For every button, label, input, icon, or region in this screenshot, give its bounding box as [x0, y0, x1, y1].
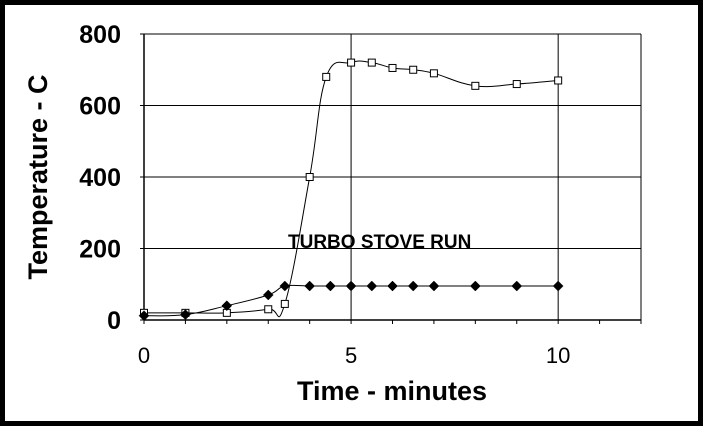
- series-2-point: [279, 280, 291, 292]
- series-2-point: [407, 280, 419, 292]
- y-tick-label: 400: [79, 164, 121, 192]
- chart-annotation: TURBO STOVE RUN: [288, 232, 471, 253]
- series-2-point: [221, 300, 233, 312]
- y-tick-label: 600: [79, 93, 121, 121]
- series-group: [138, 58, 564, 322]
- x-tick-label: 0: [138, 343, 150, 368]
- x-axis-ticks: 0 5 10: [138, 320, 642, 368]
- series-2-point: [428, 280, 440, 292]
- series-1-point: [347, 58, 356, 67]
- series-1-line: [144, 60, 559, 318]
- y-tick-label: 200: [79, 236, 121, 264]
- series-2-point: [262, 289, 274, 301]
- series-1-point: [305, 173, 314, 181]
- series-1-point: [322, 72, 331, 81]
- series-2-point: [366, 280, 378, 292]
- y-tick-label: 0: [107, 307, 121, 335]
- series-1-point: [429, 69, 438, 78]
- series-2-point: [511, 280, 523, 292]
- series-1-point: [367, 58, 376, 67]
- x-axis-label: Time - minutes: [297, 376, 487, 406]
- series-1-point: [554, 76, 563, 85]
- series-2-point: [138, 310, 150, 322]
- series-2-point: [180, 309, 191, 320]
- series-1-point: [512, 80, 521, 89]
- x-tick-label: 10: [546, 343, 570, 368]
- series-1-point: [280, 299, 289, 308]
- series-2-point: [552, 280, 564, 292]
- series-1-point: [409, 65, 418, 74]
- series-1-point: [264, 305, 273, 314]
- y-axis-ticks: 0 200 400 600 800: [79, 21, 144, 335]
- grid-lines: [143, 33, 642, 321]
- series-2-point: [304, 280, 316, 292]
- series-2-point: [387, 280, 398, 292]
- x-tick-label: 5: [345, 343, 357, 368]
- series-2-point: [469, 280, 481, 292]
- series-1-point: [471, 81, 480, 90]
- series-2-point: [325, 280, 336, 292]
- y-tick-label: 800: [79, 21, 121, 49]
- series-2-point: [345, 280, 357, 292]
- series-1-point: [388, 63, 397, 72]
- y-axis-label: Temperature - C: [23, 74, 53, 279]
